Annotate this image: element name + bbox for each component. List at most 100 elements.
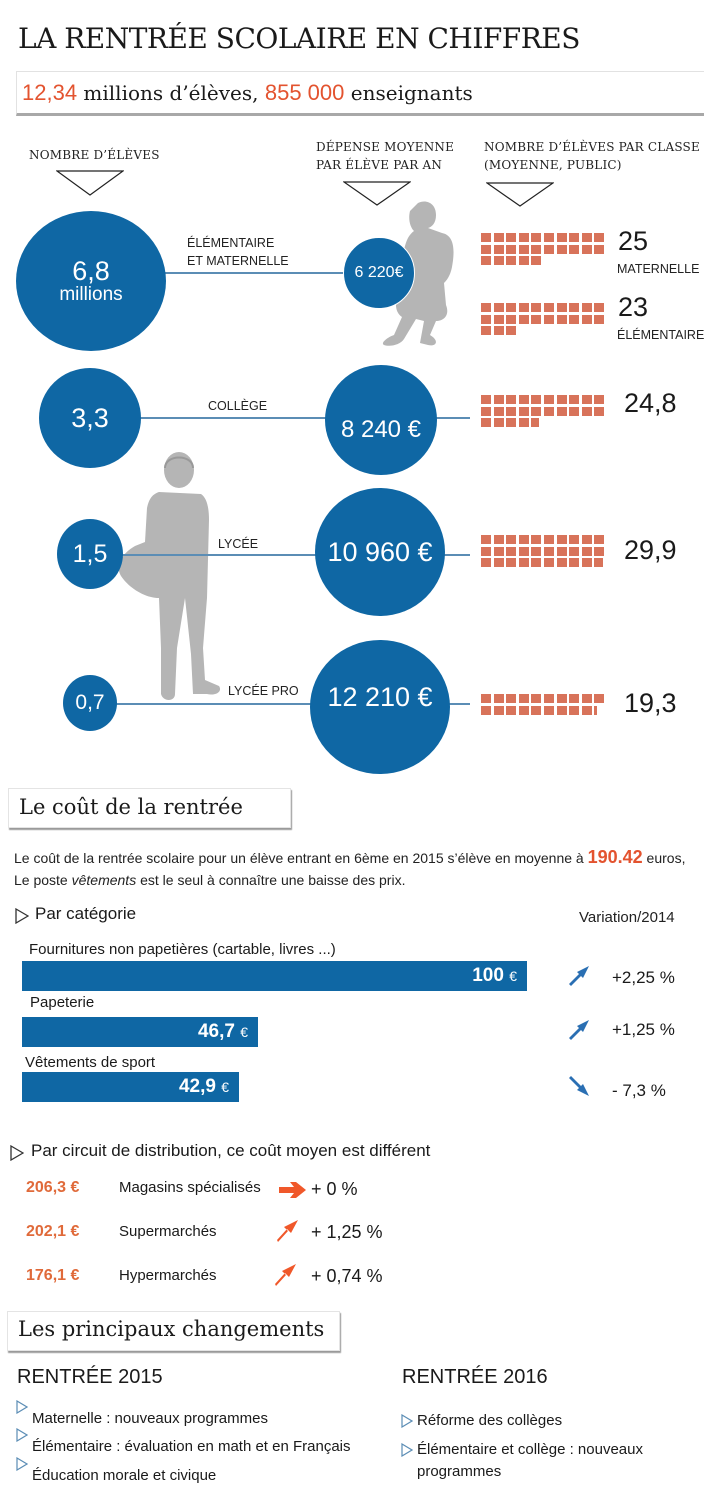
teen-silhouette-icon [118, 452, 221, 700]
student-square [481, 546, 491, 556]
student-square [556, 406, 567, 416]
class-size-squares-college [481, 395, 605, 428]
category-label: Fournitures non papetières (cartable, li… [29, 941, 336, 958]
student-square [531, 303, 542, 312]
connector-line-lycee [120, 554, 470, 556]
child-silhouette-icon [382, 201, 454, 346]
student-square [569, 244, 580, 254]
category-variation: +2,25 % [612, 968, 675, 987]
student-square [569, 303, 580, 312]
channel-name: Magasins spécialisés [119, 1179, 261, 1196]
student-square [518, 395, 529, 404]
student-square [531, 244, 542, 254]
col-header-spending-line2: PAR ÉLÈVE PAR AN [316, 158, 443, 172]
student-square [543, 406, 554, 416]
student-square [518, 546, 529, 556]
student-square [481, 558, 491, 568]
teachers-text: enseignants [344, 81, 473, 105]
channel-price: 202,1 € [26, 1223, 80, 1240]
class-size-label-maternelle: MATERNELLE [617, 262, 700, 276]
student-square [493, 395, 504, 404]
student-square [518, 694, 529, 703]
student-square [531, 395, 542, 404]
student-square [581, 546, 592, 556]
channel-name: Supermarchés [119, 1223, 217, 1240]
col-header-class-size: NOMBRE D’ÉLÈVES PAR CLASSE (MOYENNE, PUB… [484, 138, 700, 174]
students-circle-elementaire: 6,8 millions [16, 211, 166, 351]
student-square [481, 326, 491, 336]
change-2015-item: Éducation morale et civique [32, 1467, 217, 1484]
student-square [569, 694, 580, 703]
student-square [481, 303, 491, 312]
triangle-bullet-icon [16, 1428, 28, 1442]
student-square [493, 535, 504, 544]
student-square [569, 314, 580, 324]
cost-intro-text: Le coût de la rentrée scolaire pour un é… [14, 850, 588, 866]
cost-section-heading: Le coût de la rentrée [19, 795, 243, 819]
student-square [543, 233, 554, 242]
col-header-class-line2: (MOYENNE, PUBLIC) [484, 158, 622, 172]
student-square [556, 314, 567, 324]
student-square [481, 256, 491, 266]
students-circle-lycee: 1,5 [57, 519, 123, 589]
teachers-total: 855 000 [264, 80, 345, 105]
student-square [543, 546, 554, 556]
student-square [493, 326, 504, 336]
category-bar-value: 46,7 [197, 1021, 235, 1042]
category-label: Papeterie [30, 994, 95, 1011]
cost-intro-line2: Le poste vêtements est le seul à connaît… [14, 869, 704, 891]
triangle-bullet-icon [16, 1457, 28, 1471]
triangle-students-icon [56, 170, 124, 196]
channel-price: 176,1 € [26, 1267, 80, 1284]
student-square [543, 395, 554, 404]
student-square [581, 705, 592, 715]
student-square [594, 244, 605, 254]
by-channel-heading: Par circuit de distribution, ce coût moy… [31, 1141, 431, 1160]
students-unit: millions [59, 284, 123, 305]
student-square [543, 705, 554, 715]
triangle-bullet-icon [401, 1443, 413, 1457]
student-square [531, 546, 542, 556]
triangle-bullet-icon [10, 1145, 24, 1161]
student-square [493, 233, 504, 242]
triangle-bullet-icon [16, 1400, 28, 1414]
category-bar: 46,7 € [22, 1017, 258, 1047]
student-square [581, 395, 592, 404]
category-bar-value: 100 [472, 965, 504, 986]
student-square [481, 705, 491, 715]
student-square [506, 233, 517, 242]
cost-intro-line2-em: vêtements [71, 872, 137, 888]
level-label-line1: ÉLÉMENTAIRE [187, 236, 275, 250]
student-square [556, 705, 567, 715]
student-square [543, 314, 554, 324]
student-square [506, 418, 517, 428]
student-square [556, 558, 567, 568]
by-category-heading: Par catégorie [35, 904, 137, 923]
class-size-squares-elementaire [481, 303, 605, 336]
student-square [531, 314, 542, 324]
level-label-lycee: LYCÉE [218, 537, 259, 551]
student-square [531, 705, 542, 715]
category-label: Vêtements de sport [25, 1054, 156, 1071]
student-square [531, 406, 542, 416]
student-square [518, 244, 529, 254]
student-square [531, 558, 542, 568]
student-square [581, 233, 592, 242]
student-square [581, 244, 592, 254]
class-size-value-elementaire: 23 [618, 292, 649, 322]
student-square [581, 694, 592, 703]
channel-variation: + 1,25 % [311, 1222, 383, 1242]
student-square [506, 406, 517, 416]
student-square [531, 694, 542, 703]
student-square [493, 418, 504, 428]
student-square [581, 303, 592, 312]
student-square [481, 233, 491, 242]
student-square [493, 705, 504, 715]
channel-price: 206,3 € [26, 1179, 80, 1196]
page-title: LA RENTRÉE SCOLAIRE EN CHIFFRES [18, 22, 580, 55]
student-square [506, 694, 517, 703]
student-square [594, 303, 605, 312]
arrow-up-icon [569, 1020, 589, 1040]
connector-line-college [140, 417, 470, 419]
spending-value: 6 220€ [354, 264, 404, 281]
